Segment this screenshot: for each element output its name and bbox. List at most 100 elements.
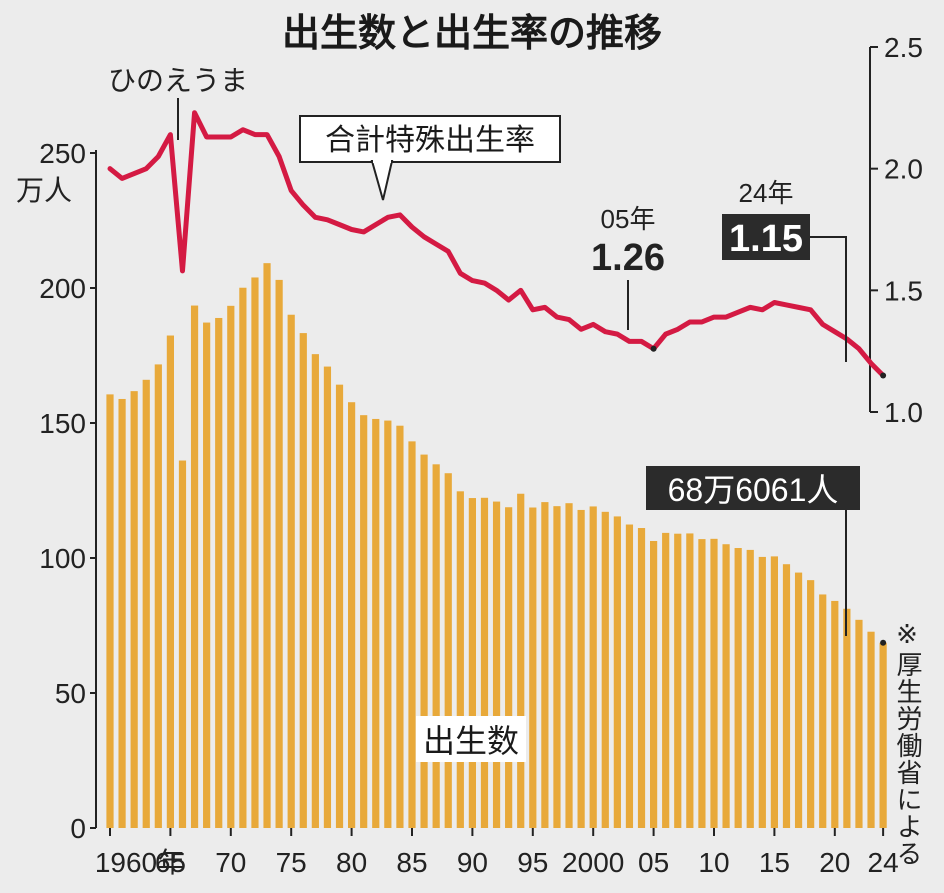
bar-2023 bbox=[867, 631, 875, 828]
bar-1995 bbox=[529, 507, 537, 828]
bar-2001 bbox=[601, 511, 609, 828]
bar-2012 bbox=[734, 548, 742, 828]
bar-1988 bbox=[444, 473, 452, 828]
bar-series-births bbox=[106, 263, 887, 829]
right-tick-label: 1.0 bbox=[884, 397, 923, 428]
bar-1997 bbox=[553, 506, 561, 828]
bar-1972 bbox=[251, 277, 259, 829]
bar-1987 bbox=[432, 464, 440, 828]
y2024-year-label: 24年 bbox=[739, 178, 794, 208]
right-tick-label: 2.5 bbox=[884, 32, 923, 63]
rate-label-pointer bbox=[370, 160, 394, 201]
x-tick-label: 2000 bbox=[562, 847, 624, 878]
left-tick-label: 100 bbox=[39, 543, 86, 574]
bar-2004 bbox=[637, 528, 646, 828]
x-tick-label: 15 bbox=[759, 847, 790, 878]
bar-2000 bbox=[589, 506, 597, 828]
bar-2024 bbox=[879, 642, 887, 828]
bar-1986 bbox=[420, 454, 428, 828]
left-axis-unit: 万人 bbox=[16, 175, 72, 206]
bar-1981 bbox=[360, 415, 368, 828]
bar-2013 bbox=[746, 549, 754, 828]
y2024-rate-pointer bbox=[810, 236, 847, 362]
bar-1964 bbox=[154, 364, 162, 828]
y2024-value-box bbox=[722, 214, 810, 260]
bar-1970 bbox=[227, 305, 235, 828]
bar-1993 bbox=[505, 507, 513, 828]
bar-2002 bbox=[613, 516, 621, 828]
bar-1980 bbox=[348, 402, 356, 828]
chart-title: 出生数と出生率の推移 bbox=[282, 11, 662, 55]
left-tick-label: 0 bbox=[70, 813, 86, 844]
x-tick-label: 20 bbox=[819, 847, 850, 878]
bar-2022 bbox=[855, 619, 863, 828]
bar-2011 bbox=[722, 544, 730, 828]
bar-1973 bbox=[263, 263, 271, 828]
x-tick-label: 95 bbox=[517, 847, 548, 878]
bar-1962 bbox=[130, 391, 138, 828]
x-tick-label: 24 bbox=[868, 847, 899, 878]
x-tick-label: 75 bbox=[276, 847, 307, 878]
bar-1990 bbox=[468, 498, 476, 828]
right-tick-label: 2.0 bbox=[884, 154, 923, 185]
left-tick-label: 200 bbox=[39, 273, 86, 304]
bar-1996 bbox=[541, 502, 549, 828]
source-note: ※厚生労働省による bbox=[892, 620, 922, 867]
bar-1965 bbox=[166, 335, 174, 828]
line-series-rate bbox=[107, 110, 887, 646]
bar-1963 bbox=[142, 379, 150, 828]
rate-label-box bbox=[299, 115, 561, 163]
bar-2010 bbox=[710, 538, 718, 828]
y2005-value-label: 1.26 bbox=[591, 237, 665, 279]
hinoeuma-label: ひのえうま bbox=[108, 65, 248, 96]
bar-1968 bbox=[203, 322, 211, 828]
left-tick-label: 50 bbox=[55, 678, 86, 709]
bar-1978 bbox=[323, 366, 332, 828]
bar-1999 bbox=[577, 509, 585, 828]
bar-1974 bbox=[275, 279, 283, 828]
bar-1961 bbox=[118, 398, 126, 828]
bar-2006 bbox=[662, 532, 670, 828]
bar-1991 bbox=[480, 497, 489, 828]
bar-2005 bbox=[650, 540, 658, 828]
bar-1969 bbox=[215, 317, 223, 828]
x-tick-label: 65 bbox=[155, 847, 186, 878]
births-label: 出生数 bbox=[423, 722, 519, 760]
bar-1976 bbox=[299, 333, 307, 828]
bar-2020 bbox=[831, 600, 839, 828]
bar-2018 bbox=[807, 580, 815, 828]
bar-1971 bbox=[239, 287, 247, 829]
bar-2021 bbox=[843, 608, 851, 828]
rate-label-pointer-mask bbox=[373, 158, 391, 163]
bar-2017 bbox=[794, 572, 803, 828]
births-label-box bbox=[416, 716, 526, 762]
rate-point-2024 bbox=[880, 372, 887, 379]
bar-2007 bbox=[674, 533, 682, 828]
bar-2014 bbox=[758, 556, 766, 828]
x-tick-label: 70 bbox=[215, 847, 246, 878]
bar-1984 bbox=[396, 425, 404, 828]
bar-2016 bbox=[782, 564, 791, 828]
right-tick-label: 1.5 bbox=[884, 275, 923, 306]
x-tick-label: 05 bbox=[638, 847, 669, 878]
right-axis: 1.0 1.5 2.0 2.5 bbox=[869, 32, 923, 428]
bar-1982 bbox=[372, 418, 380, 828]
x-tick-label: 10 bbox=[698, 847, 729, 878]
bar-2008 bbox=[686, 533, 694, 828]
bar-1989 bbox=[456, 491, 464, 828]
x-tick-label: 80 bbox=[336, 847, 367, 878]
bar-1983 bbox=[384, 420, 392, 828]
bar-2019 bbox=[819, 594, 827, 828]
bar-1977 bbox=[311, 354, 319, 828]
bar-1979 bbox=[335, 384, 344, 828]
bar-1998 bbox=[565, 503, 573, 828]
bar-1960 bbox=[106, 394, 114, 828]
y2024-value-label: 1.15 bbox=[729, 218, 803, 260]
bar-1966 bbox=[178, 460, 187, 828]
left-axis: 0 50 100 150 200 250 bbox=[39, 138, 97, 844]
rate-label: 合計特殊出生率 bbox=[325, 123, 535, 158]
bar-1967 bbox=[190, 305, 199, 828]
left-tick-label: 250 bbox=[39, 138, 86, 169]
rate-point-2005 bbox=[650, 345, 657, 352]
